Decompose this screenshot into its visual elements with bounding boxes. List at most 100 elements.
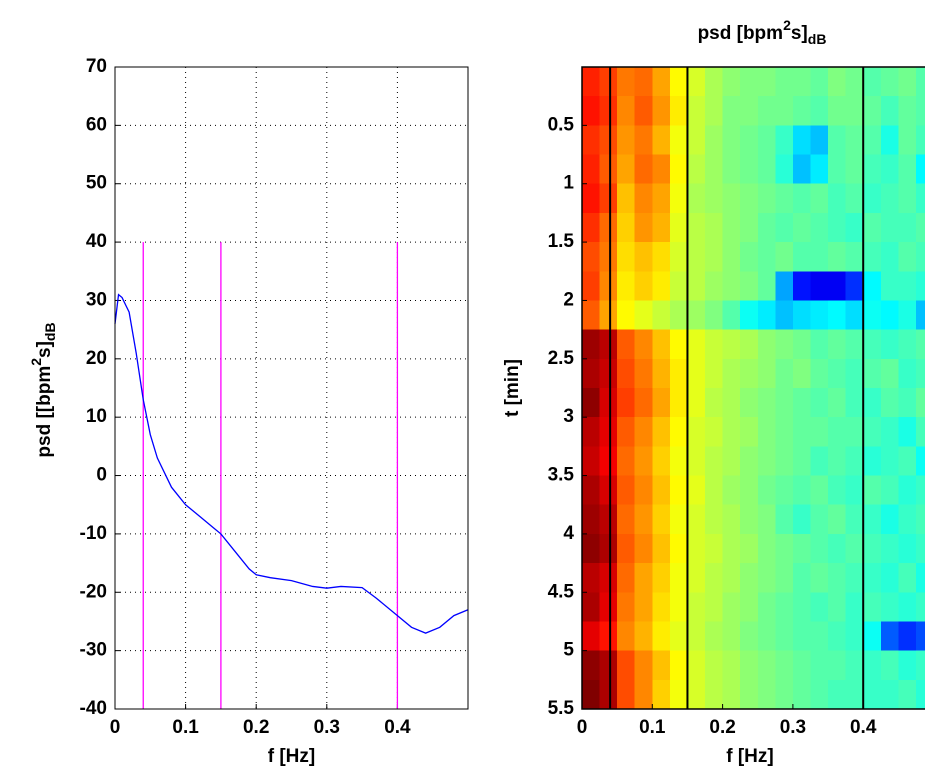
heat-cell (792, 67, 812, 97)
heat-cell (652, 271, 671, 302)
heat-cell (915, 96, 925, 126)
heat-cell (863, 96, 882, 126)
heat-cell (722, 388, 741, 418)
heat-cell (792, 533, 812, 564)
heat-cell (599, 242, 618, 272)
heat-cell (687, 329, 706, 360)
heat-cell (915, 650, 925, 681)
heat-cell (669, 417, 689, 447)
heat-cell (880, 621, 899, 652)
heat-cell (617, 212, 636, 243)
heat-cell (617, 300, 636, 331)
heat-cell (775, 67, 794, 97)
heat-cell (652, 96, 671, 126)
heat-cell (617, 154, 636, 185)
chart-title-part: dB (808, 31, 827, 47)
heat-cell (705, 388, 724, 418)
y-tick-label: 2 (563, 289, 574, 310)
heat-cell (810, 125, 829, 156)
heat-cell (880, 446, 899, 477)
heat-cell (634, 125, 653, 156)
heat-cell (915, 679, 925, 710)
heat-cell (634, 533, 653, 564)
heat-cell (705, 563, 724, 593)
heat-cell (792, 650, 812, 681)
chart-title-part: 2 (783, 17, 791, 33)
heat-cell (915, 300, 925, 331)
heat-cell (828, 592, 847, 623)
heat-cell (898, 650, 917, 681)
heat-cell (880, 533, 899, 564)
heat-cell (810, 212, 829, 243)
heat-cell (634, 621, 653, 652)
heat-cell (652, 388, 671, 418)
y-tick-label: 1 (563, 173, 574, 194)
heat-cell (792, 154, 812, 185)
heat-cell (880, 67, 899, 97)
y-tick-label: 10 (86, 406, 107, 427)
heat-cell (722, 271, 741, 302)
heat-cell (863, 242, 882, 272)
heat-cell (740, 271, 759, 302)
heat-cell (880, 300, 899, 331)
heat-cell (705, 679, 724, 710)
heat-cell (810, 533, 829, 564)
axes-box (581, 66, 925, 710)
heat-cell (828, 183, 847, 214)
heat-cell (792, 212, 812, 243)
heat-cell (687, 679, 706, 710)
heat-cell (705, 504, 724, 535)
heat-cell (582, 650, 601, 681)
heat-cell (898, 300, 917, 331)
heat-cell (828, 563, 847, 593)
heat-cell (669, 154, 689, 185)
heat-cell (775, 679, 794, 710)
heat-cell (722, 563, 741, 593)
x-tick-label: 0.1 (639, 717, 666, 738)
heat-cell (669, 446, 689, 477)
heat-cell (863, 154, 882, 185)
heat-cell (915, 183, 925, 214)
y-axis-label-part: s] (34, 341, 55, 358)
heat-cell (863, 300, 882, 331)
heat-cell (898, 679, 917, 710)
heat-cell (652, 242, 671, 272)
heat-cell (775, 271, 794, 302)
y-tick-label: 4 (563, 523, 574, 544)
heat-cell (810, 679, 829, 710)
heat-cell (687, 563, 706, 593)
x-tick-label: 0.4 (384, 717, 411, 738)
heat-cell (898, 212, 917, 243)
heat-cell (722, 592, 741, 623)
heat-cell (669, 388, 689, 418)
y-tick-label: -40 (80, 698, 107, 719)
heat-cell (898, 504, 917, 535)
heat-cell (757, 650, 776, 681)
heat-cell (757, 183, 776, 214)
heat-cell (810, 329, 829, 360)
y-tick-label: 0.5 (548, 114, 575, 135)
heat-cell (740, 212, 759, 243)
heat-cell (652, 446, 671, 477)
heat-cell (880, 329, 899, 360)
heat-cell (669, 212, 689, 243)
heat-cell (845, 300, 864, 331)
heat-cell (810, 592, 829, 623)
heat-cell (687, 504, 706, 535)
heat-cell (687, 300, 706, 331)
heat-cell (757, 388, 776, 418)
heat-cell (634, 358, 653, 389)
y-axis-label: psd [[bpm2s]dB (28, 322, 58, 457)
y-tick-label: -30 (80, 640, 107, 661)
heat-cell (722, 475, 741, 506)
heat-cell (915, 154, 925, 185)
heat-cell (810, 388, 829, 418)
heat-cell (898, 96, 917, 126)
heat-cell (880, 650, 899, 681)
heat-cell (810, 446, 829, 477)
heat-cell (915, 358, 925, 389)
y-tick-label: -10 (80, 523, 107, 544)
heat-cell (898, 533, 917, 564)
heat-cell (792, 358, 812, 389)
heat-cell (757, 417, 776, 447)
